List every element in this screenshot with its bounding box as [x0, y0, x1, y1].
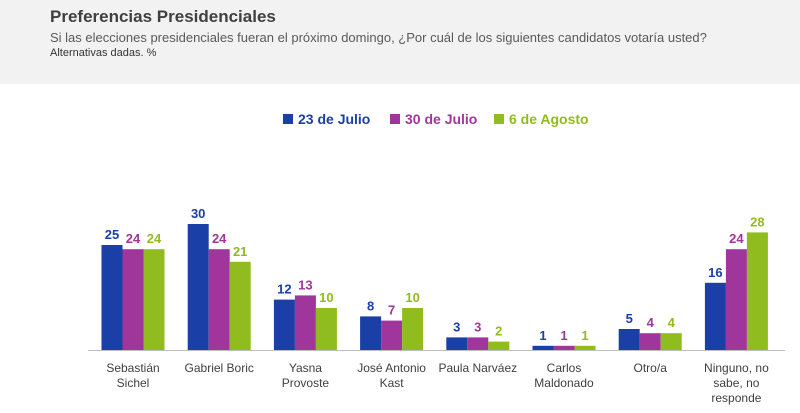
data-label-5-1: 3 [453, 319, 460, 334]
bar-6-2 [553, 345, 575, 350]
data-label-8-1: 16 [708, 265, 722, 280]
bar-6-3 [574, 345, 596, 350]
bar-5-2 [467, 337, 489, 350]
bar-5-3 [488, 341, 510, 350]
bar-3-2 [294, 295, 316, 350]
data-label-7-1: 5 [626, 311, 633, 326]
category-label-8: Ninguno, no sabe, no responde [704, 361, 769, 405]
data-label-7-2: 4 [647, 315, 655, 330]
category-label-5: Paula Narváez [438, 361, 517, 375]
legend-swatch-1 [283, 114, 293, 124]
category-label-2: Gabriel Boric [185, 361, 254, 375]
data-label-1-2: 24 [126, 231, 141, 246]
legend: 23 de Julio 30 de Julio 6 de Agosto [283, 111, 589, 127]
legend-swatch-3 [494, 114, 504, 124]
bar-7-2 [639, 333, 661, 350]
header-band: Preferencias Presidenciales Si las elecc… [0, 0, 800, 84]
data-label-2-3: 21 [233, 244, 247, 259]
bar-7-3 [660, 333, 682, 350]
bar-1-2 [122, 249, 144, 350]
legend-swatch-2 [390, 114, 400, 124]
data-label-2-1: 30 [191, 206, 205, 221]
data-label-4-2: 7 [388, 303, 395, 318]
bar-4-2 [381, 320, 403, 350]
data-label-4-1: 8 [367, 298, 374, 313]
data-label-1-1: 25 [105, 227, 119, 242]
bar-3-1 [273, 299, 295, 350]
data-label-4-3: 10 [405, 290, 419, 305]
page-subtitle: Si las elecciones presidenciales fueran … [50, 30, 707, 45]
bar-4-3 [402, 308, 424, 350]
bar-1-1 [101, 245, 123, 350]
bar-1-3 [143, 249, 165, 350]
category-label-4: José Antonio Kast [357, 361, 426, 390]
bar-2-1 [187, 224, 209, 350]
data-label-6-3: 1 [581, 328, 588, 343]
data-label-6-2: 1 [560, 328, 567, 343]
bar-3-3 [315, 308, 337, 350]
data-label-8-2: 24 [729, 231, 744, 246]
data-label-7-3: 4 [668, 315, 676, 330]
bar-5-1 [446, 337, 468, 350]
data-label-6-1: 1 [539, 328, 546, 343]
bar-6-1 [532, 345, 554, 350]
bar-8-1 [704, 282, 726, 350]
data-label-2-2: 24 [212, 231, 227, 246]
chart-note: Alternativas dadas. % [50, 47, 157, 59]
data-label-8-3: 28 [750, 214, 764, 229]
category-label-7: Otro/a [634, 361, 668, 375]
data-label-1-3: 24 [147, 231, 162, 246]
data-label-5-3: 2 [495, 324, 502, 339]
legend-label-2: 30 de Julio [405, 111, 477, 127]
category-labels: Sebastián Sichel Gabriel Boric Yasna Provost… [106, 361, 769, 405]
bar-8-2 [725, 249, 747, 350]
bar-7-1 [618, 329, 640, 350]
bar-4-1 [360, 316, 382, 350]
category-label-3: Yasna Provoste [282, 361, 330, 390]
data-label-3-3: 10 [319, 290, 333, 305]
category-label-6: Carlos Maldonado [534, 361, 594, 390]
bar-2-2 [208, 249, 230, 350]
bar-8-3 [746, 232, 768, 350]
data-label-3-2: 13 [298, 277, 312, 292]
category-label-1: Sebastián Sichel [106, 361, 159, 390]
data-label-3-1: 12 [277, 282, 291, 297]
legend-label-1: 23 de Julio [298, 111, 370, 127]
page-title: Preferencias Presidenciales [50, 7, 276, 26]
bar-2-3 [229, 261, 251, 350]
legend-label-3: 6 de Agosto [509, 111, 589, 127]
data-label-5-2: 3 [474, 319, 481, 334]
